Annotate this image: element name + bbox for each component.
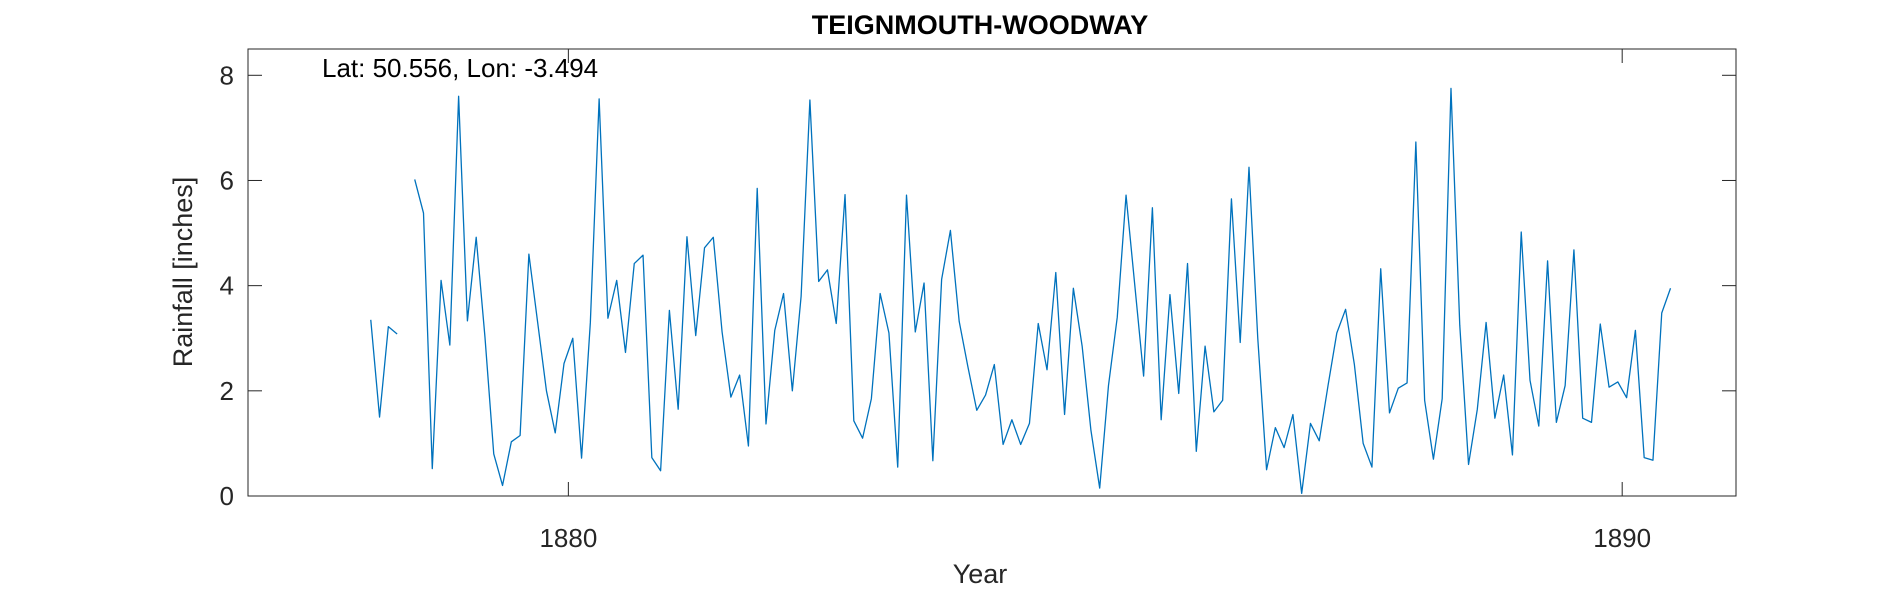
y-axis-ticks: 0 2 4 6 8 xyxy=(220,60,1736,511)
x-axis-ticks: 1880 1890 xyxy=(539,49,1651,553)
x-tick-label: 1890 xyxy=(1593,523,1651,553)
chart-title: TEIGNMOUTH-WOODWAY xyxy=(812,10,1149,40)
y-tick-label: 6 xyxy=(220,165,234,195)
y-tick-label: 2 xyxy=(220,376,234,406)
rainfall-line-segment xyxy=(370,319,398,418)
location-annotation: Lat: 50.556, Lon: -3.494 xyxy=(322,53,598,83)
plot-area-frame xyxy=(247,48,1737,497)
x-axis-label: Year xyxy=(953,559,1008,589)
y-tick-label: 4 xyxy=(220,271,234,301)
x-tick-label: 1880 xyxy=(539,523,597,553)
y-axis-label: Rainfall [inches] xyxy=(168,177,198,368)
rainfall-series xyxy=(370,87,1672,495)
rainfall-line-segment xyxy=(414,87,1672,495)
y-tick-label: 0 xyxy=(220,481,234,511)
y-tick-label: 8 xyxy=(220,60,234,90)
